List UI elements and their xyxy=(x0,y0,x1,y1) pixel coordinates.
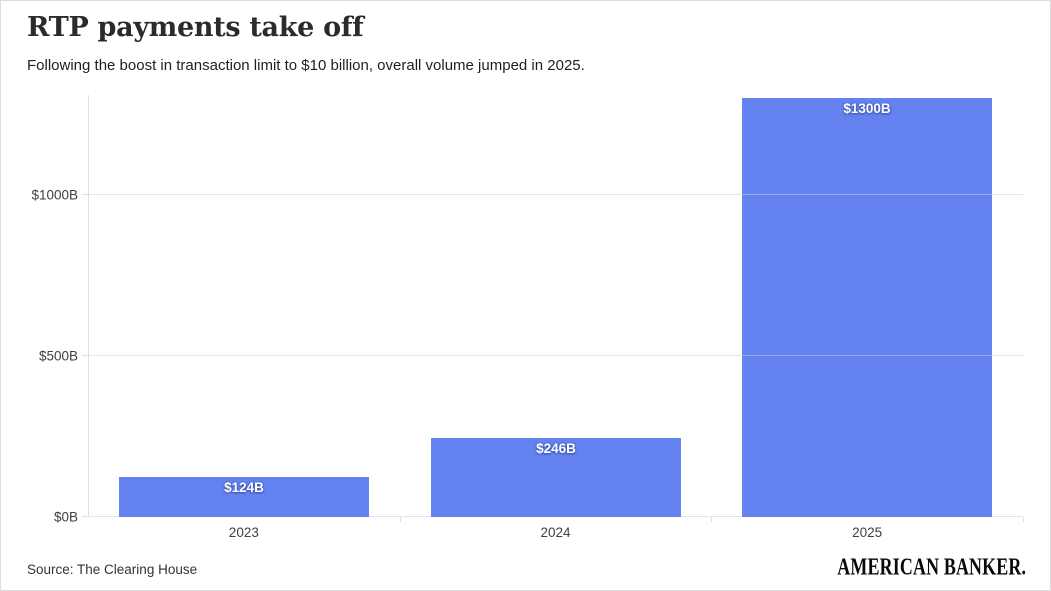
x-tick-label: 2024 xyxy=(540,525,571,540)
gridline xyxy=(88,354,1023,356)
x-axis-tick xyxy=(1023,517,1024,522)
x-tick-label: 2025 xyxy=(852,525,883,540)
y-tick-label: $0B xyxy=(53,509,78,525)
y-tick-label: $500B xyxy=(38,348,78,364)
y-tick-label: $1000B xyxy=(31,187,78,203)
y-axis-tick xyxy=(82,354,88,356)
y-axis-tick xyxy=(82,193,88,195)
bar-chart-plot-area: $0B $500B $1000B $124B 2023 $246B 2024 $1300B 20… xyxy=(31,95,1024,540)
gridline xyxy=(88,193,1023,195)
page-title: RTP payments take off xyxy=(27,12,364,43)
bar: $1300B xyxy=(742,98,992,517)
bar: $246B xyxy=(431,438,681,517)
source-note: Source: The Clearing House xyxy=(27,562,198,577)
y-axis-line xyxy=(88,95,89,517)
x-axis-tick xyxy=(400,517,401,522)
x-tick-label: 2023 xyxy=(228,525,259,540)
x-axis-tick xyxy=(711,517,712,522)
american-banker-logo: AMERICAN BANKER. xyxy=(837,553,1026,580)
bar-value-label: $1300B xyxy=(843,101,891,116)
chart-subtitle: Following the boost in transaction limit… xyxy=(27,57,585,74)
bar-value-label: $246B xyxy=(536,441,576,456)
bar: $124B xyxy=(119,477,369,517)
bar-value-label: $124B xyxy=(224,480,264,495)
y-axis-tick xyxy=(82,516,88,517)
